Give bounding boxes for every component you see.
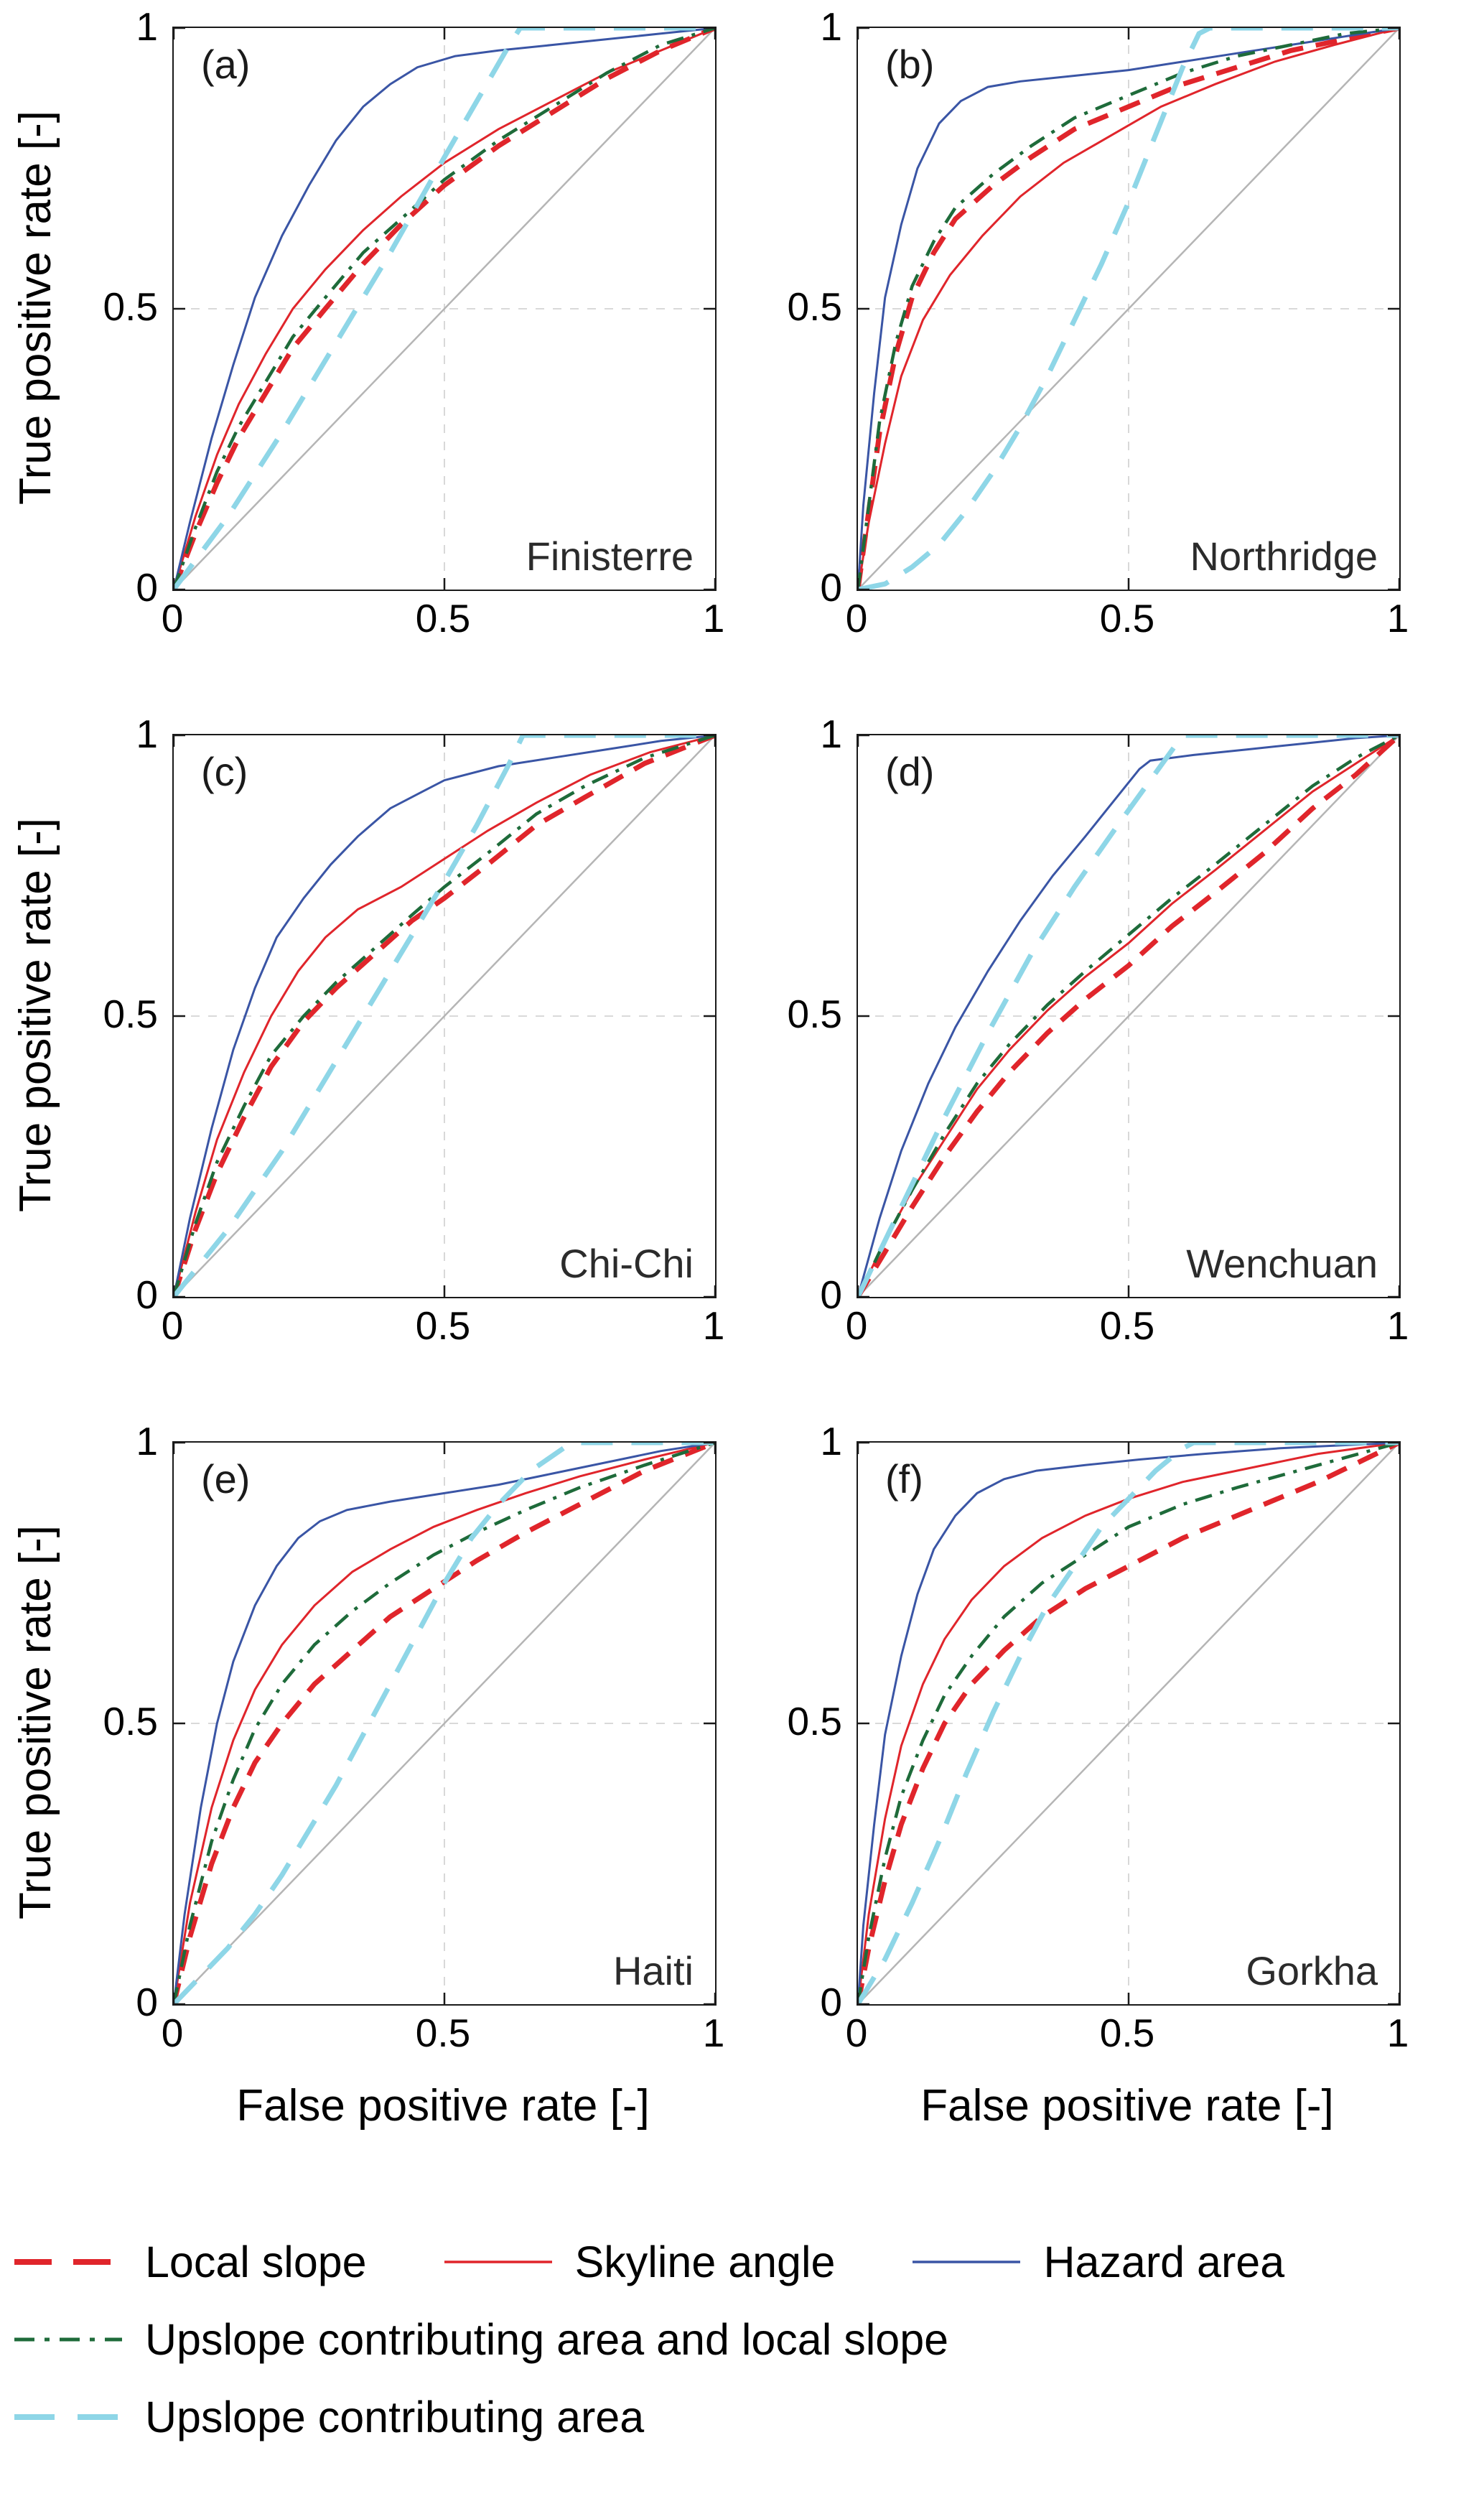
- x-tick-label: 0.5: [1099, 596, 1155, 641]
- y-tick-label: 0.5: [103, 992, 158, 1036]
- legend-label: Local slope: [145, 2238, 367, 2286]
- x-tick-label: 1: [1386, 1303, 1409, 1348]
- legend-item-upslope-and-local-slope: Upslope contributing area and local slop…: [14, 2314, 948, 2365]
- legend-label: Hazard area: [1043, 2238, 1285, 2286]
- panel-letter: (a): [201, 42, 251, 87]
- x-tick-label: 0: [845, 2011, 868, 2055]
- panel-title: Wenchuan: [1186, 1241, 1378, 1286]
- legend-label: Upslope contributing area: [145, 2393, 645, 2441]
- panel-letter: (d): [885, 749, 935, 794]
- legend-row-2: Upslope contributing area and local slop…: [14, 2314, 1484, 2365]
- legend-row-1: Local slope Skyline angle Hazard area: [14, 2237, 1484, 2287]
- roc-plot: (b) Northridge: [857, 27, 1401, 591]
- upslope-local-line-sample-icon: [14, 2332, 122, 2347]
- upslope-line-sample-icon: [14, 2410, 122, 2424]
- hazard-area-line-sample-icon: [913, 2255, 1021, 2269]
- roc-curves-svg: [858, 28, 1399, 590]
- roc-curves-svg: [174, 735, 715, 1297]
- panel-letter: (b): [885, 42, 935, 87]
- x-tick-label: 0.5: [415, 2011, 471, 2055]
- legend-item-hazard-area: Hazard area: [913, 2237, 1284, 2287]
- roc-curves-svg: [174, 1443, 715, 2004]
- y-tick-label: 0: [820, 1980, 842, 2024]
- roc-plot: (c) Chi-Chi: [172, 734, 717, 1298]
- y-tick-label: 0: [136, 565, 158, 610]
- panel-title: Finisterre: [526, 534, 694, 579]
- panel-title: Haiti: [612, 1948, 694, 1993]
- y-tick-label: 0: [820, 565, 842, 610]
- panel-d: 1 0.5 0 (d) Wenchuan 0 0.5 1: [742, 712, 1484, 1423]
- y-tick-label: 1: [136, 1419, 158, 1463]
- y-tick-label: 1: [820, 1419, 842, 1463]
- local-slope-line-sample-icon: [14, 2255, 122, 2269]
- legend-label: Skyline angle: [574, 2238, 836, 2286]
- panel-letter: (e): [201, 1456, 251, 1502]
- x-tick-label: 0: [161, 2011, 184, 2055]
- roc-panel-grid: True positive rate [-] 1 0.5 0 (a) Finis…: [0, 4, 1484, 2195]
- panel-title: Northridge: [1190, 534, 1378, 579]
- y-tick-label: 0.5: [787, 992, 842, 1036]
- x-axis-label: False positive rate [-]: [236, 2081, 650, 2131]
- y-tick-label: 0: [136, 1272, 158, 1317]
- x-tick-label: 0.5: [415, 1303, 471, 1348]
- y-tick-label: 1: [136, 712, 158, 756]
- x-tick-row: 0 0.5 1: [846, 1303, 1409, 1350]
- roc-plot: (a) Finisterre: [172, 27, 717, 591]
- x-tick-label: 0: [845, 596, 868, 641]
- y-tick-label: 0.5: [103, 284, 158, 329]
- x-tick-row: 0 0.5 1: [162, 2010, 725, 2057]
- y-tick-label: 1: [820, 712, 842, 756]
- y-tick-label: 0.5: [103, 1699, 158, 1743]
- x-tick-label: 1: [1386, 596, 1409, 641]
- legend-item-skyline-angle: Skyline angle: [444, 2237, 836, 2287]
- panel-title: Chi-Chi: [559, 1241, 694, 1286]
- x-tick-label: 0: [845, 1303, 868, 1348]
- x-tick-label: 1: [702, 2011, 725, 2055]
- x-tick-row: 0 0.5 1: [162, 595, 725, 643]
- x-tick-label: 1: [702, 1303, 725, 1348]
- roc-curves-svg: [858, 735, 1399, 1297]
- x-tick-label: 1: [702, 596, 725, 641]
- roc-curves-svg: [858, 1443, 1399, 2004]
- legend-item-upslope: Upslope contributing area: [14, 2392, 644, 2442]
- x-tick-label: 0.5: [1099, 1303, 1155, 1348]
- x-axis-label: False positive rate [-]: [920, 2081, 1334, 2131]
- panel-e: True positive rate [-] 1 0.5 0 (e) Haiti…: [0, 1419, 742, 2195]
- legend-row-3: Upslope contributing area: [14, 2392, 1484, 2442]
- panel-f: 1 0.5 0 (f) Gorkha 0 0.5 1 False positiv…: [742, 1419, 1484, 2195]
- legend-item-local-slope: Local slope: [14, 2237, 367, 2287]
- x-tick-label: 0.5: [415, 596, 471, 641]
- y-tick-label: 1: [136, 4, 158, 49]
- panel-a: True positive rate [-] 1 0.5 0 (a) Finis…: [0, 4, 742, 716]
- y-axis-label: True positive rate [-]: [11, 1524, 60, 1919]
- y-axis-label: True positive rate [-]: [11, 110, 60, 505]
- y-axis-label: True positive rate [-]: [11, 817, 60, 1212]
- y-tick-label: 0: [136, 1980, 158, 2024]
- panel-letter: (f): [885, 1456, 923, 1502]
- x-tick-row: 0 0.5 1: [846, 2010, 1409, 2057]
- legend-label: Upslope contributing area and local slop…: [145, 2315, 949, 2364]
- y-tick-label: 0.5: [787, 284, 842, 329]
- legend: Local slope Skyline angle Hazard area Up…: [0, 2195, 1484, 2442]
- panel-letter: (c): [201, 749, 248, 794]
- y-tick-label: 0.5: [787, 1699, 842, 1743]
- x-tick-label: 0: [161, 1303, 184, 1348]
- roc-plot: (f) Gorkha: [857, 1441, 1401, 2006]
- x-tick-label: 0.5: [1099, 2011, 1155, 2055]
- x-tick-row: 0 0.5 1: [846, 595, 1409, 643]
- x-tick-row: 0 0.5 1: [162, 1303, 725, 1350]
- y-tick-label: 0: [820, 1272, 842, 1317]
- y-tick-label: 1: [820, 4, 842, 49]
- roc-curves-svg: [174, 28, 715, 590]
- panel-c: True positive rate [-] 1 0.5 0 (c) Chi-C…: [0, 712, 742, 1423]
- panel-title: Gorkha: [1246, 1948, 1378, 1993]
- roc-plot: (e) Haiti: [172, 1441, 717, 2006]
- x-tick-label: 1: [1386, 2011, 1409, 2055]
- skyline-angle-line-sample-icon: [444, 2255, 552, 2269]
- panel-b: 1 0.5 0 (b) Northridge 0 0.5 1: [742, 4, 1484, 716]
- roc-plot: (d) Wenchuan: [857, 734, 1401, 1298]
- x-tick-label: 0: [161, 596, 184, 641]
